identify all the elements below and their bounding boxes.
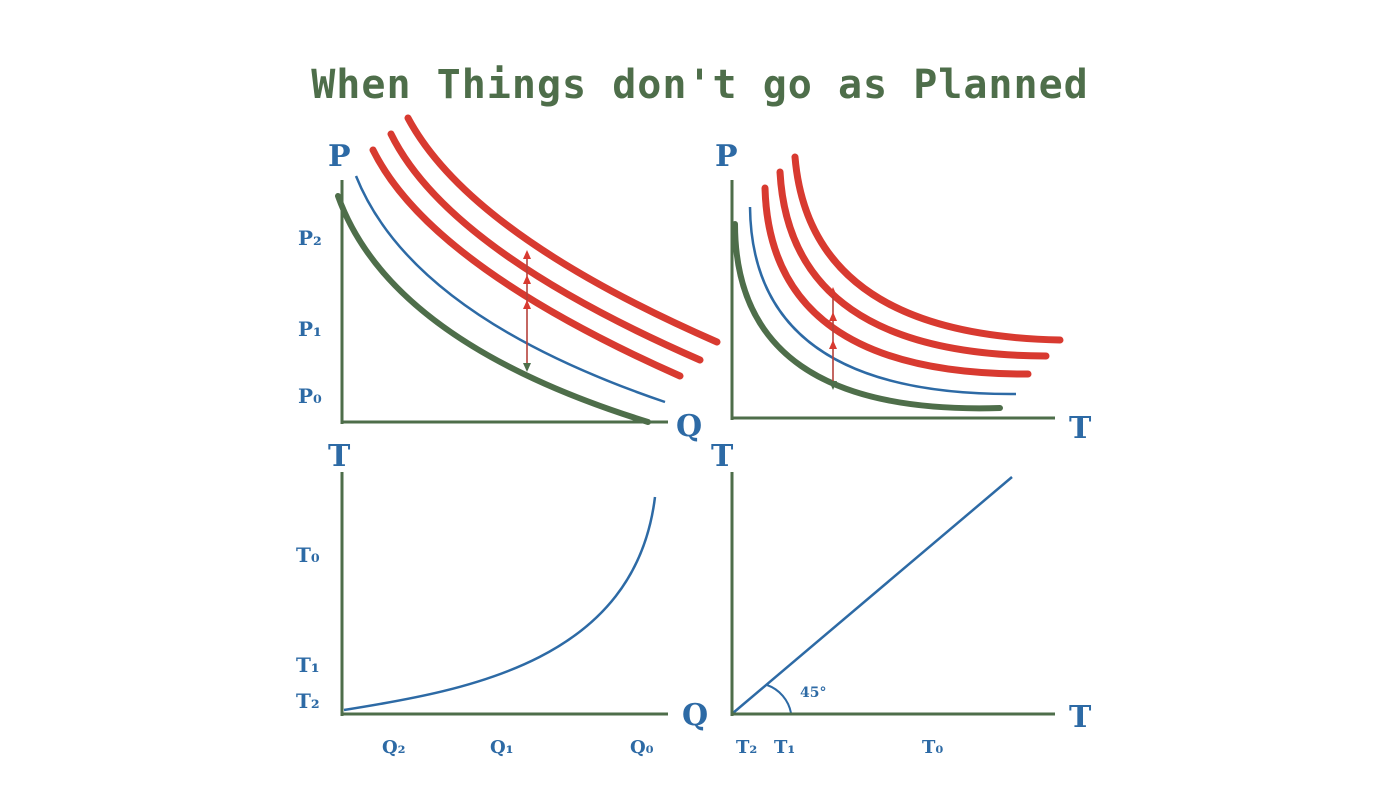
x-axis-label: Q [682,698,708,733]
angle-arc [766,684,792,714]
x-tick-t0: T₀ [922,737,943,758]
red-curve-1 [369,146,684,380]
shift-arrows [523,250,531,372]
x-axis-label: T [1069,700,1092,735]
y-axis-label: P [328,139,351,174]
green-curve [732,221,1003,412]
y-tick-t0: T₀ [296,543,320,567]
y-tick-p2: P₂ [298,226,322,250]
x-tick-q1: Q₁ [490,737,514,758]
panel-top-left: P Q P₂ P₁ P₀ [298,114,721,444]
blue-curve [343,496,657,712]
red-curve-3 [404,114,721,346]
y-tick-p0: P₀ [298,384,322,408]
y-axis-label: T [328,439,351,474]
x-tick-q0: Q₀ [630,737,654,758]
x-tick-t1: T₁ [774,737,795,758]
page-title: When Things don't go as Planned [311,62,1089,108]
panel-bottom-right: T T 45° T₂ T₁ T₀ [711,439,1092,758]
y-axis-label: T [711,439,734,474]
y-tick-p1: P₁ [298,317,322,341]
forty-five-degree-line [732,476,1013,714]
y-tick-t2: T₂ [296,689,320,713]
shift-arrows [829,287,837,390]
y-tick-t1: T₁ [296,653,320,677]
x-tick-t2: T₂ [736,737,757,758]
x-tick-q2: Q₂ [382,737,406,758]
red-curve-3 [791,153,1064,344]
angle-label: 45° [800,685,826,701]
y-axis-label: P [715,139,738,174]
red-curve-2 [776,168,1050,360]
x-axis-label: T [1069,411,1092,446]
green-curve [335,193,651,425]
panel-bottom-left: T Q T₀ T₁ T₂ Q₂ Q₁ Q₀ [296,439,708,758]
x-axis-label: Q [676,409,702,444]
panel-top-right: P T [715,139,1092,446]
red-curve-2 [387,130,704,364]
blue-curve [354,175,666,404]
blue-curve [748,206,1017,396]
